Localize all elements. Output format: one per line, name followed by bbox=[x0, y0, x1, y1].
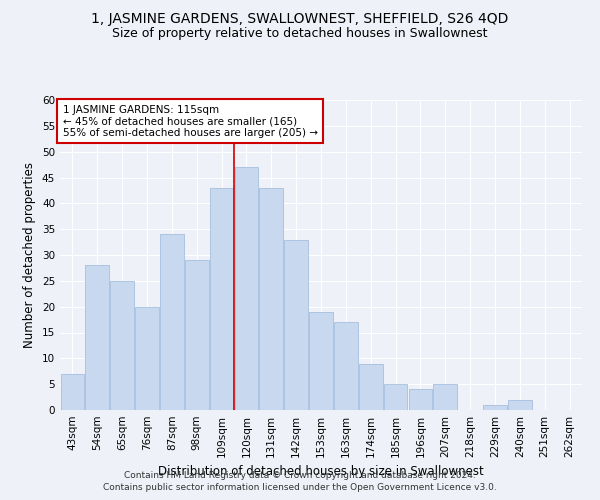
Bar bbox=[160, 234, 184, 410]
Bar bbox=[334, 322, 358, 410]
Bar bbox=[409, 390, 432, 410]
Bar bbox=[433, 384, 457, 410]
X-axis label: Distribution of detached houses by size in Swallownest: Distribution of detached houses by size … bbox=[158, 466, 484, 478]
Bar bbox=[61, 374, 84, 410]
Y-axis label: Number of detached properties: Number of detached properties bbox=[23, 162, 37, 348]
Bar bbox=[359, 364, 383, 410]
Bar bbox=[135, 306, 159, 410]
Text: Size of property relative to detached houses in Swallownest: Size of property relative to detached ho… bbox=[112, 28, 488, 40]
Bar bbox=[309, 312, 333, 410]
Bar bbox=[508, 400, 532, 410]
Bar bbox=[483, 405, 507, 410]
Bar bbox=[384, 384, 407, 410]
Bar bbox=[185, 260, 209, 410]
Bar bbox=[235, 167, 258, 410]
Bar bbox=[110, 281, 134, 410]
Bar bbox=[284, 240, 308, 410]
Text: 1, JASMINE GARDENS, SWALLOWNEST, SHEFFIELD, S26 4QD: 1, JASMINE GARDENS, SWALLOWNEST, SHEFFIE… bbox=[91, 12, 509, 26]
Bar bbox=[259, 188, 283, 410]
Bar bbox=[85, 266, 109, 410]
Text: 1 JASMINE GARDENS: 115sqm
← 45% of detached houses are smaller (165)
55% of semi: 1 JASMINE GARDENS: 115sqm ← 45% of detac… bbox=[62, 104, 317, 138]
Text: Contains HM Land Registry data © Crown copyright and database right 2024.
Contai: Contains HM Land Registry data © Crown c… bbox=[103, 471, 497, 492]
Bar bbox=[210, 188, 233, 410]
